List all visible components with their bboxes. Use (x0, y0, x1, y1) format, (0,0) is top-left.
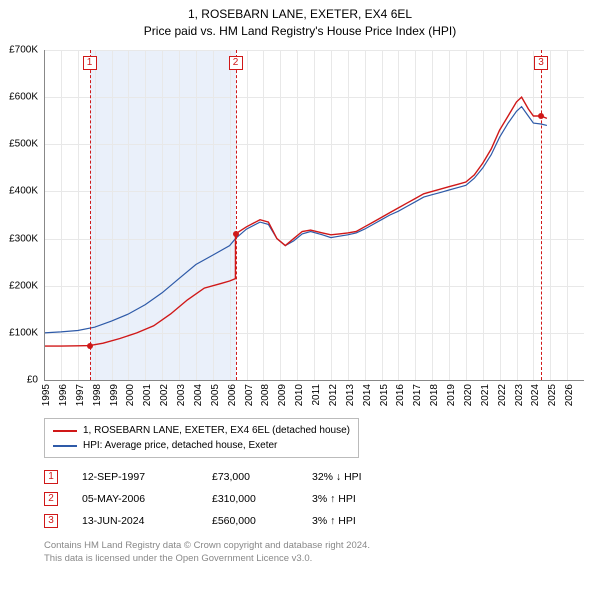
y-axis-line (44, 50, 45, 380)
x-axis-tick-label: 2018 (429, 384, 440, 406)
footer-line: This data is licensed under the Open Gov… (44, 553, 370, 566)
legend-label: HPI: Average price, detached house, Exet… (83, 438, 277, 453)
sale-marker-number: 3 (534, 56, 548, 70)
sale-marker-line (236, 50, 237, 380)
sale-marker-dot-icon (233, 231, 239, 237)
sale-date: 13-JUN-2024 (82, 515, 212, 527)
sale-marker-icon: 3 (44, 514, 58, 528)
sale-diff: 32% ↓ HPI (312, 471, 412, 483)
sale-marker-dot-icon (87, 343, 93, 349)
y-axis-tick-label: £200K (9, 280, 38, 291)
y-axis-tick-label: £100K (9, 327, 38, 338)
chart-title: 1, ROSEBARN LANE, EXETER, EX4 6EL Price … (0, 0, 600, 40)
x-axis-tick-label: 2024 (530, 384, 541, 406)
x-axis-tick-label: 2001 (142, 384, 153, 406)
legend-swatch-icon (53, 430, 77, 432)
legend-item: 1, ROSEBARN LANE, EXETER, EX4 6EL (detac… (53, 423, 350, 438)
sale-marker-dot-icon (538, 113, 544, 119)
sale-marker-number: 2 (229, 56, 243, 70)
sale-date: 05-MAY-2006 (82, 493, 212, 505)
footer-attribution: Contains HM Land Registry data © Crown c… (44, 540, 370, 566)
x-axis-tick-label: 2021 (480, 384, 491, 406)
x-axis-tick-label: 1995 (41, 384, 52, 406)
footer-line: Contains HM Land Registry data © Crown c… (44, 540, 370, 553)
sale-diff: 3% ↑ HPI (312, 515, 412, 527)
x-axis-tick-label: 2007 (244, 384, 255, 406)
x-axis-tick-label: 1996 (58, 384, 69, 406)
y-axis-tick-label: £500K (9, 139, 38, 150)
legend-label: 1, ROSEBARN LANE, EXETER, EX4 6EL (detac… (83, 423, 350, 438)
y-axis-tick-label: £700K (9, 45, 38, 56)
x-axis-tick-label: 2016 (395, 384, 406, 406)
x-axis-tick-label: 2020 (463, 384, 474, 406)
sale-date: 12-SEP-1997 (82, 471, 212, 483)
sales-table: 1 12-SEP-1997 £73,000 32% ↓ HPI 2 05-MAY… (44, 466, 412, 532)
x-axis-tick-label: 2002 (159, 384, 170, 406)
sale-marker-number: 1 (83, 56, 97, 70)
y-axis-tick-label: £0 (27, 375, 38, 386)
sale-row: 1 12-SEP-1997 £73,000 32% ↓ HPI (44, 466, 412, 488)
x-axis-tick-label: 2004 (193, 384, 204, 406)
sale-marker-line (90, 50, 91, 380)
x-axis-tick-label: 2009 (277, 384, 288, 406)
sale-diff: 3% ↑ HPI (312, 493, 412, 505)
x-axis-tick-label: 2025 (547, 384, 558, 406)
x-axis-tick-label: 2015 (379, 384, 390, 406)
x-axis-tick-label: 2012 (328, 384, 339, 406)
x-axis-tick-label: 2014 (362, 384, 373, 406)
sale-marker-line (541, 50, 542, 380)
y-axis-tick-label: £400K (9, 186, 38, 197)
legend-swatch-icon (53, 445, 77, 447)
line-series-svg (44, 50, 584, 380)
x-axis-tick-label: 1997 (75, 384, 86, 406)
sale-price: £310,000 (212, 493, 312, 505)
x-axis-line (44, 380, 584, 381)
title-subtitle: Price paid vs. HM Land Registry's House … (0, 23, 600, 40)
plot-area: £0£100K£200K£300K£400K£500K£600K£700K199… (44, 50, 584, 380)
x-axis-tick-label: 1998 (92, 384, 103, 406)
series-property (44, 97, 547, 346)
x-axis-tick-label: 2019 (446, 384, 457, 406)
sale-marker-icon: 1 (44, 470, 58, 484)
x-axis-tick-label: 2022 (497, 384, 508, 406)
legend-item: HPI: Average price, detached house, Exet… (53, 438, 350, 453)
sale-row: 2 05-MAY-2006 £310,000 3% ↑ HPI (44, 488, 412, 510)
x-axis-tick-label: 1999 (109, 384, 120, 406)
x-axis-tick-label: 2017 (412, 384, 423, 406)
x-axis-tick-label: 2000 (125, 384, 136, 406)
sale-row: 3 13-JUN-2024 £560,000 3% ↑ HPI (44, 510, 412, 532)
sale-price: £560,000 (212, 515, 312, 527)
y-axis-tick-label: £600K (9, 92, 38, 103)
x-axis-tick-label: 2008 (260, 384, 271, 406)
x-axis-tick-label: 2003 (176, 384, 187, 406)
chart-container: 1, ROSEBARN LANE, EXETER, EX4 6EL Price … (0, 0, 600, 590)
x-axis-tick-label: 2006 (227, 384, 238, 406)
sale-price: £73,000 (212, 471, 312, 483)
title-address: 1, ROSEBARN LANE, EXETER, EX4 6EL (0, 6, 600, 23)
x-axis-tick-label: 2023 (514, 384, 525, 406)
x-axis-tick-label: 2005 (210, 384, 221, 406)
x-axis-tick-label: 2013 (345, 384, 356, 406)
sale-marker-icon: 2 (44, 492, 58, 506)
y-axis-tick-label: £300K (9, 233, 38, 244)
x-axis-tick-label: 2010 (294, 384, 305, 406)
series-hpi (44, 107, 547, 333)
x-axis-tick-label: 2026 (564, 384, 575, 406)
x-axis-tick-label: 2011 (311, 384, 322, 406)
legend: 1, ROSEBARN LANE, EXETER, EX4 6EL (detac… (44, 418, 359, 458)
